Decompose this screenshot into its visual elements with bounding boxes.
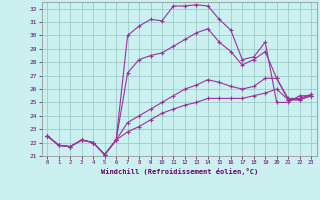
X-axis label: Windchill (Refroidissement éolien,°C): Windchill (Refroidissement éolien,°C) bbox=[100, 168, 258, 175]
